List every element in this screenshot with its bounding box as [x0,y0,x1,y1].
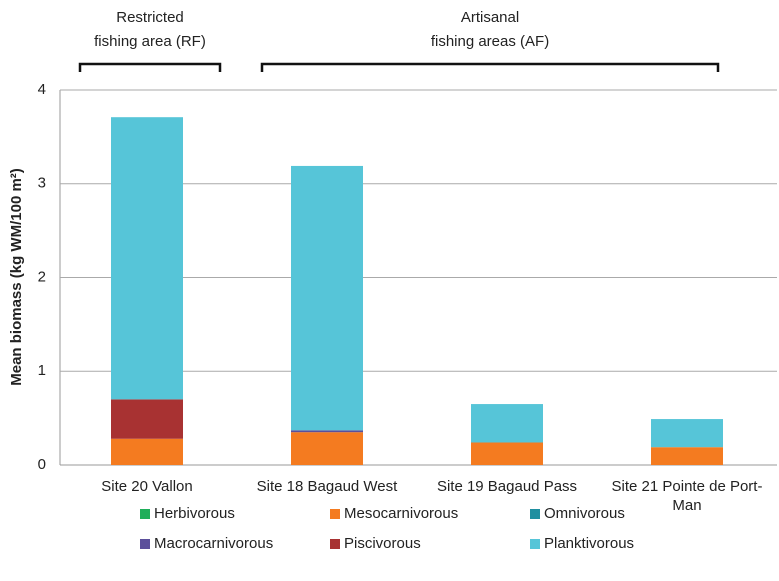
y-axis-label: Mean biomass (kg WM/100 m²) [8,168,25,386]
legend-swatch [530,539,540,549]
legend-label: Mesocarnivorous [344,505,458,522]
legend-swatch [140,539,150,549]
y-tick-label: 3 [38,175,46,192]
legend-label: Herbivorous [154,505,235,522]
x-tick-label-box: Site 19 Bagaud Pass [436,478,578,495]
x-tick-label-box: Site 20 Vallon [101,478,193,495]
legend-swatch [530,509,540,519]
bar-segment [291,165,363,431]
legend-swatch [140,509,150,519]
legend-swatch [330,539,340,549]
bar-segment [291,432,363,465]
x-tick-label: Site 19 Bagaud Pass [436,478,578,495]
bar-segment [651,419,723,448]
bracket-af [260,62,720,72]
annotation: fishing areas (AF) [431,33,549,50]
x-tick-label: Site 18 Bagaud West [256,478,398,495]
y-tick-label: 4 [38,81,46,98]
legend-label: Macrocarnivorous [154,535,273,552]
brackets [78,62,720,72]
x-tick-label-box: Site 18 Bagaud West [256,478,398,495]
x-tick-label: Site 20 Vallon [101,478,193,495]
annotation: Artisanal [461,9,519,26]
bar-segment [471,442,543,465]
bar-segment [651,447,723,465]
x-tick-label-box: Site 21 Pointe de Port-Man [611,478,763,514]
bar-segment [111,117,183,400]
legend-label: Planktivorous [544,535,634,552]
bar-segment [291,430,363,433]
legend-label: Omnivorous [544,505,625,522]
bar-segment [111,399,183,439]
legend-label: Piscivorous [344,535,421,552]
x-tick-label: Site 21 Pointe de Port-Man [611,478,763,514]
bracket-rf [78,62,222,72]
annotation: Restricted [116,9,184,26]
y-tick-label: 1 [38,362,46,379]
y-tick-label: 2 [38,268,46,285]
annotation: fishing area (RF) [94,33,206,50]
y-tick-label: 0 [38,456,46,473]
bar-segment [111,438,183,465]
legend-swatch [330,509,340,519]
bar-segment [471,404,543,443]
